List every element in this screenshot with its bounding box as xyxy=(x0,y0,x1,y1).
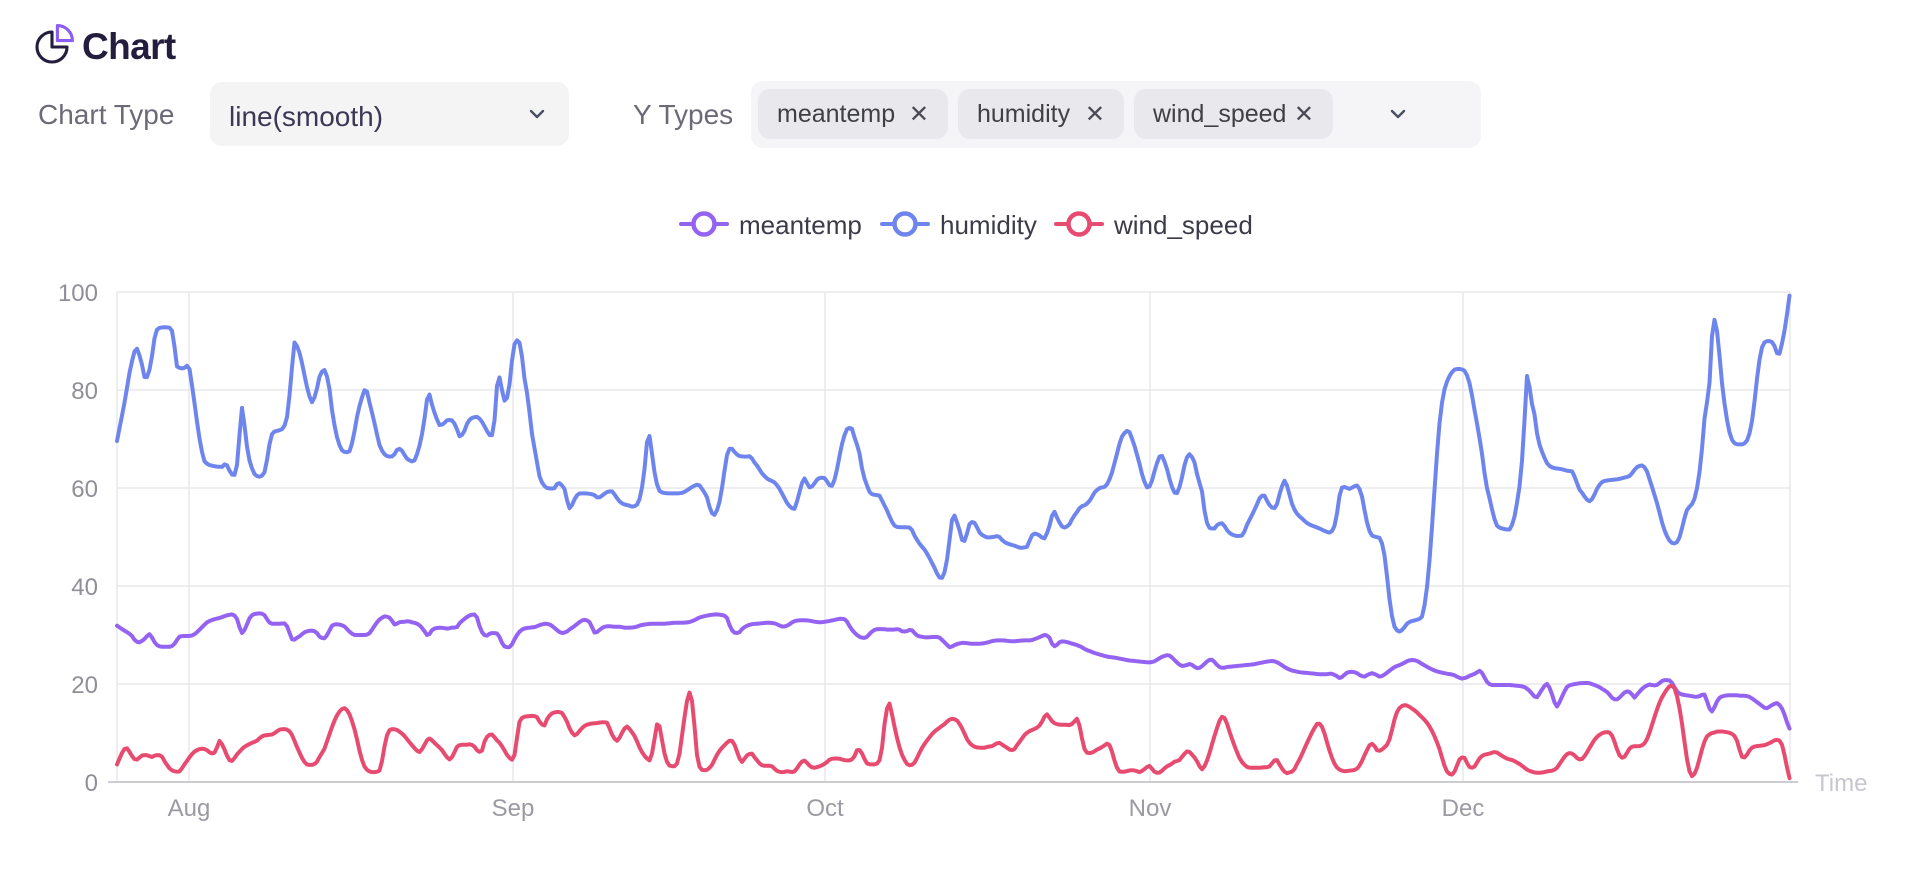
svg-text:Dec: Dec xyxy=(1442,795,1485,822)
svg-text:Oct: Oct xyxy=(806,795,844,822)
svg-text:80: 80 xyxy=(71,378,98,405)
svg-text:Nov: Nov xyxy=(1129,795,1172,822)
svg-text:100: 100 xyxy=(58,280,98,307)
svg-text:60: 60 xyxy=(71,476,98,503)
svg-text:Time: Time xyxy=(1815,770,1867,797)
svg-text:Aug: Aug xyxy=(168,795,211,822)
svg-text:0: 0 xyxy=(85,770,98,797)
svg-text:40: 40 xyxy=(71,574,98,601)
svg-text:Sep: Sep xyxy=(492,795,535,822)
svg-text:20: 20 xyxy=(71,672,98,699)
